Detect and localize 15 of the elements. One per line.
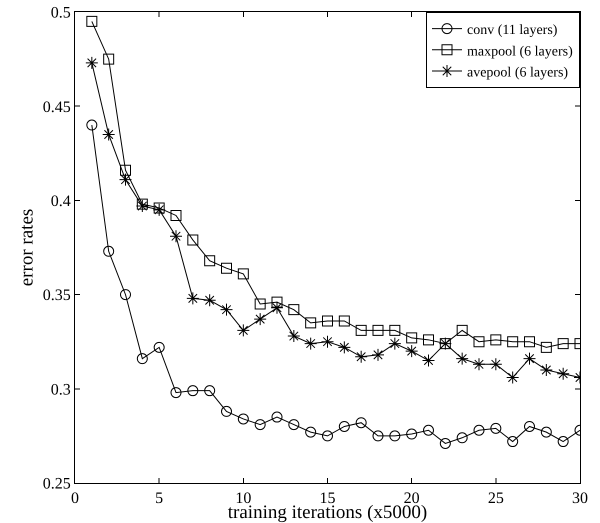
y-tick-label: 0.45: [42, 98, 71, 116]
y-axis-title: error rates: [16, 208, 38, 286]
x-axis-title: training iterations (x5000): [228, 502, 428, 523]
y-tick-label: 0.5: [50, 4, 71, 22]
x-tick-label: 30: [572, 490, 588, 508]
legend-label: avepool (6 layers): [467, 65, 568, 80]
x-tick-label: 5: [155, 490, 164, 508]
y-tick-label: 0.35: [42, 287, 71, 304]
x-tick-label: 25: [488, 490, 504, 508]
y-tick-label: 0.4: [50, 193, 71, 210]
x-tick-label: 0: [71, 490, 79, 508]
legend-label: conv (11 layers): [467, 23, 558, 38]
y-tick-label: 0.25: [42, 476, 71, 493]
legend-label: maxpool (6 layers): [467, 44, 574, 60]
y-tick-label: 0.3: [50, 381, 71, 398]
